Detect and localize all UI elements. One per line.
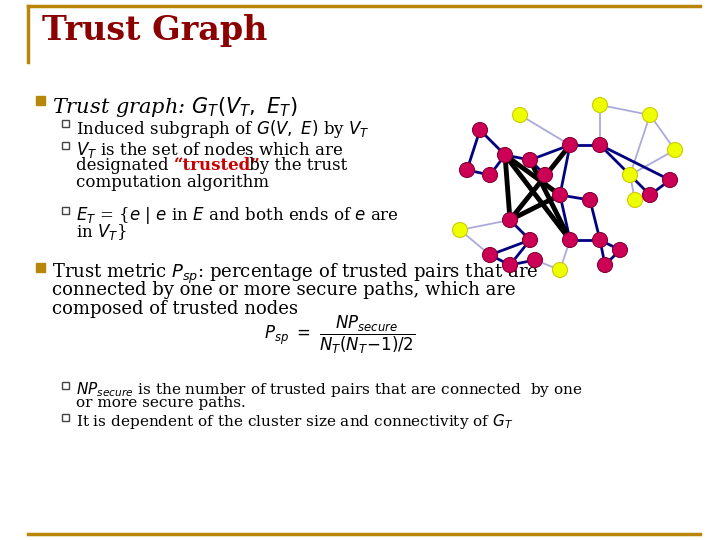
Circle shape	[667, 143, 683, 158]
Text: $E_T$ = {$e$ | $e$ in $E$ and both ends of $e$ are: $E_T$ = {$e$ | $e$ in $E$ and both ends …	[76, 205, 399, 226]
Circle shape	[528, 253, 542, 267]
Text: It is dependent of the cluster size and connectivity of $G_T$: It is dependent of the cluster size and …	[76, 412, 513, 431]
Bar	[62, 382, 69, 389]
Circle shape	[662, 172, 678, 187]
Text: designated: designated	[76, 157, 174, 174]
Circle shape	[503, 213, 518, 227]
Text: or more secure paths.: or more secure paths.	[76, 396, 246, 410]
Bar	[36, 96, 45, 105]
Circle shape	[593, 233, 608, 247]
Text: Induced subgraph of $G(V,\ E)$ by $V_T$: Induced subgraph of $G(V,\ E)$ by $V_T$	[76, 118, 369, 140]
Circle shape	[593, 98, 608, 112]
Bar	[62, 207, 69, 214]
Text: Trust metric $P_{sp}$: percentage of trusted pairs that are: Trust metric $P_{sp}$: percentage of tru…	[52, 262, 539, 286]
Circle shape	[598, 258, 613, 273]
Text: by the trust: by the trust	[244, 157, 347, 174]
Circle shape	[482, 167, 498, 183]
Text: computation algorithm: computation algorithm	[76, 174, 269, 191]
Text: “trusted”: “trusted”	[174, 157, 261, 174]
Circle shape	[593, 138, 608, 152]
Circle shape	[472, 123, 487, 138]
Circle shape	[498, 147, 513, 163]
Bar	[62, 414, 69, 421]
Circle shape	[562, 138, 577, 152]
Circle shape	[452, 222, 467, 238]
Text: connected by one or more secure paths, which are: connected by one or more secure paths, w…	[52, 281, 516, 299]
Text: in $V_T$}: in $V_T$}	[76, 222, 127, 242]
Text: Trust Graph: Trust Graph	[42, 14, 267, 47]
Text: $NP_{secure}$ is the number of trusted pairs that are connected  by one: $NP_{secure}$ is the number of trusted p…	[76, 380, 582, 399]
Text: composed of trusted nodes: composed of trusted nodes	[52, 300, 298, 318]
Circle shape	[523, 152, 538, 167]
Circle shape	[552, 262, 567, 278]
Circle shape	[642, 107, 657, 123]
Circle shape	[582, 192, 598, 207]
Text: $P_{sp}\ =\ \dfrac{NP_{secure}}{N_T(N_T\!-\!1)/2}$: $P_{sp}\ =\ \dfrac{NP_{secure}}{N_T(N_T\…	[264, 314, 415, 356]
Circle shape	[613, 242, 628, 258]
Text: $V_T$ is the set of nodes which are: $V_T$ is the set of nodes which are	[76, 140, 343, 160]
Circle shape	[523, 233, 538, 247]
Circle shape	[513, 107, 528, 123]
Circle shape	[503, 258, 518, 273]
Bar	[62, 120, 69, 127]
Text: Trust graph: $G_T(V_T,\ E_T)$: Trust graph: $G_T(V_T,\ E_T)$	[52, 95, 297, 119]
Circle shape	[459, 163, 474, 178]
Bar	[36, 263, 45, 272]
Circle shape	[642, 187, 657, 202]
Circle shape	[552, 187, 567, 202]
Circle shape	[562, 233, 577, 247]
Bar	[62, 142, 69, 149]
Circle shape	[623, 167, 637, 183]
Circle shape	[482, 247, 498, 262]
Circle shape	[628, 192, 642, 207]
Circle shape	[538, 167, 552, 183]
